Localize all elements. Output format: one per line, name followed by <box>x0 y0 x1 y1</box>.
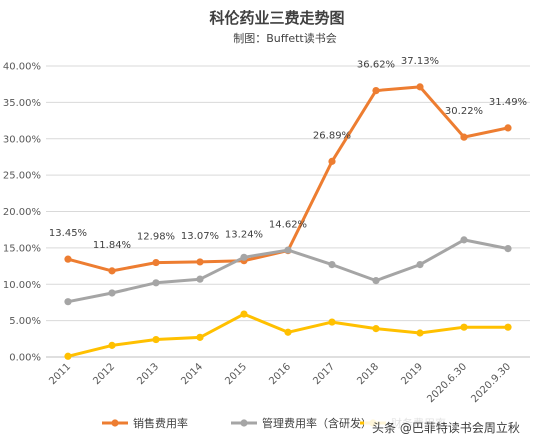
data-label: 14.62% <box>269 220 307 231</box>
data-point <box>328 318 336 326</box>
y-tick-label: 10.00% <box>3 280 41 291</box>
series-line <box>66 85 510 273</box>
data-point <box>196 275 204 283</box>
legend-marker <box>111 419 119 427</box>
x-tick-label: 2017 <box>311 361 337 387</box>
data-label: 36.62% <box>357 60 395 71</box>
data-label: 26.89% <box>313 130 351 141</box>
data-point <box>152 335 160 344</box>
watermark-background <box>364 416 552 438</box>
x-axis-tick-labels: 2011 2012 2013 2014 2015 2016 2017 2018 2019 2020… <box>47 361 513 405</box>
data-label: 13.24% <box>225 230 263 241</box>
data-label: 13.45% <box>49 228 87 239</box>
data-point <box>152 279 160 287</box>
data-point <box>416 83 424 91</box>
y-tick-label: 20.00% <box>3 207 41 218</box>
watermark: 头条 @巴菲特读书会周立秋 <box>364 416 552 438</box>
data-point <box>240 253 248 261</box>
data-point <box>372 277 380 285</box>
data-point <box>152 258 160 267</box>
legend-marker <box>240 419 248 427</box>
data-label: 13.07% <box>181 231 219 242</box>
y-tick-label: 35.00% <box>3 98 41 109</box>
y-tick-label: 30.00% <box>3 134 41 145</box>
data-point <box>108 267 116 275</box>
y-tick-label: 0.00% <box>9 353 41 364</box>
x-tick-label: 2020.6.30 <box>425 361 469 405</box>
x-tick-label: 2012 <box>91 361 117 387</box>
data-point <box>284 246 292 254</box>
x-tick-label: 2014 <box>179 361 205 387</box>
x-tick-label: 2015 <box>223 361 249 387</box>
x-tick-label: 2011 <box>47 361 73 387</box>
legend-label: 管理费用率（含研发） <box>262 416 372 430</box>
data-point <box>196 333 204 341</box>
data-point <box>196 258 204 266</box>
x-tick-label: 2013 <box>135 361 161 387</box>
y-tick-label: 40.00% <box>3 62 41 73</box>
data-point <box>240 310 248 318</box>
y-axis-tick-labels: 0.00% 5.00% 10.00% 15.00% 20.00% 25.00% 30.00%… <box>3 62 41 364</box>
data-point <box>328 157 336 165</box>
legend-label: 销售费用率 <box>133 416 188 430</box>
x-tick-label: 2018 <box>355 361 381 387</box>
data-label: 30.22% <box>445 106 483 117</box>
data-point <box>64 255 72 263</box>
y-tick-label: 5.00% <box>9 316 41 327</box>
data-point <box>64 298 72 306</box>
data-point <box>460 323 468 331</box>
data-point <box>372 86 380 95</box>
data-labels: 13.45% 11.84% 12.98% 13.07% 13.24% 14.62% 26.8… <box>49 56 527 251</box>
data-label: 31.49% <box>489 97 527 108</box>
x-tick-label: 2016 <box>267 361 293 387</box>
x-tick-label: 2020.9.30 <box>469 361 513 405</box>
data-label: 11.84% <box>93 240 131 251</box>
data-point <box>328 261 336 269</box>
data-label: 12.98% <box>137 232 175 243</box>
data-label: 37.13% <box>401 56 439 67</box>
chart-title: 科伦药业三费走势图 <box>209 9 344 27</box>
data-point <box>460 236 468 244</box>
y-tick-label: 25.00% <box>3 171 41 182</box>
data-point <box>504 323 512 331</box>
data-point <box>372 325 380 333</box>
x-tick-label: 2019 <box>399 361 425 387</box>
chart-subtitle: 制图：Buffett读书会 <box>233 31 337 45</box>
data-point <box>416 261 424 269</box>
y-tick-label: 15.00% <box>3 243 41 254</box>
data-point <box>108 341 116 349</box>
data-point <box>64 352 72 360</box>
data-point <box>416 329 424 337</box>
data-point <box>284 328 292 336</box>
gridlines <box>46 65 530 358</box>
data-point <box>504 245 512 253</box>
series-lines <box>64 83 512 360</box>
data-point <box>460 133 468 141</box>
watermark-text: 头条 @巴菲特读书会周立秋 <box>372 420 520 435</box>
data-point <box>108 289 116 297</box>
data-point <box>504 124 512 132</box>
